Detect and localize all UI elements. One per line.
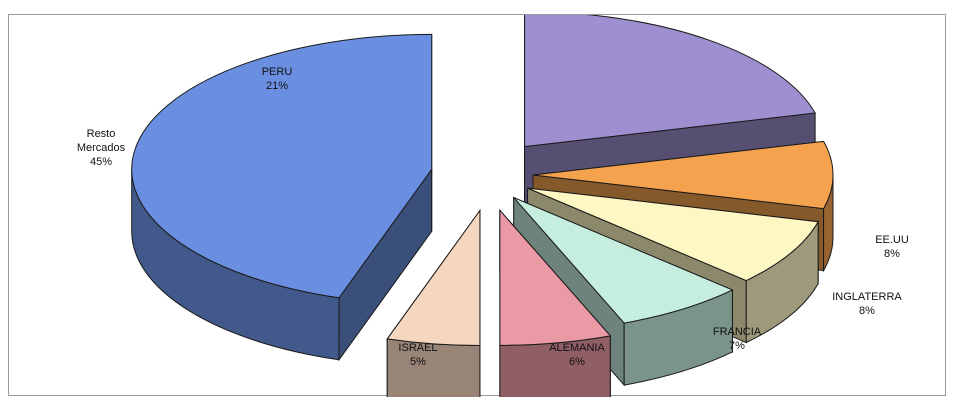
slice-label-francia: FRANCIA 7% (713, 326, 762, 352)
slice-top-resto-mercados (131, 33, 433, 299)
slice-israel (386, 208, 481, 397)
slice-top-alemania (499, 208, 612, 346)
slice-label-line: Resto (87, 128, 116, 140)
slice-label-line: EE.UU (875, 234, 909, 246)
slice-label-line: PERU (262, 66, 293, 78)
chart-frame: PERU 21% EE.UU 8% INGLATERRA 8% FRANCIA 7% ALEMA… (8, 14, 946, 397)
slice-top-francia (513, 197, 734, 324)
slice-top-israel (386, 208, 481, 347)
slice-label-line: ISRAEL (398, 342, 437, 354)
slice-alemania (499, 208, 612, 397)
slice-top-ee-uu (532, 140, 834, 210)
slice-top-peru (524, 15, 816, 148)
slice-label-line: Mercados (77, 142, 126, 154)
slice-percent-francia: 7% (729, 340, 745, 352)
slice-label-ee-uu: EE.UU 8% (875, 234, 909, 260)
pie-chart: PERU 21% EE.UU 8% INGLATERRA 8% FRANCIA 7% ALEMA… (77, 15, 909, 397)
slice-label-peru: PERU 21% (262, 66, 293, 92)
slice-label-line: FRANCIA (713, 326, 762, 338)
slice-label-alemania: ALEMANIA 6% (549, 342, 605, 368)
slice-label-israel: ISRAEL 5% (398, 342, 437, 368)
slice-resto-mercados (131, 33, 433, 362)
slice-percent-israel: 5% (410, 356, 426, 368)
slice-percent-alemania: 6% (569, 356, 585, 368)
slice-percent-inglaterra: 8% (859, 305, 875, 317)
slice-percent-resto-mercados: 45% (90, 156, 112, 168)
slice-label-inglaterra: INGLATERRA 8% (832, 291, 902, 317)
slice-percent-peru: 21% (266, 80, 288, 92)
slice-top-inglaterra (527, 187, 819, 282)
slice-label-line: INGLATERRA (832, 291, 902, 303)
slice-percent-ee-uu: 8% (884, 248, 900, 260)
slice-label-resto-mercados: Resto Mercados 45% (77, 128, 126, 168)
slice-label-line: ALEMANIA (549, 342, 605, 354)
